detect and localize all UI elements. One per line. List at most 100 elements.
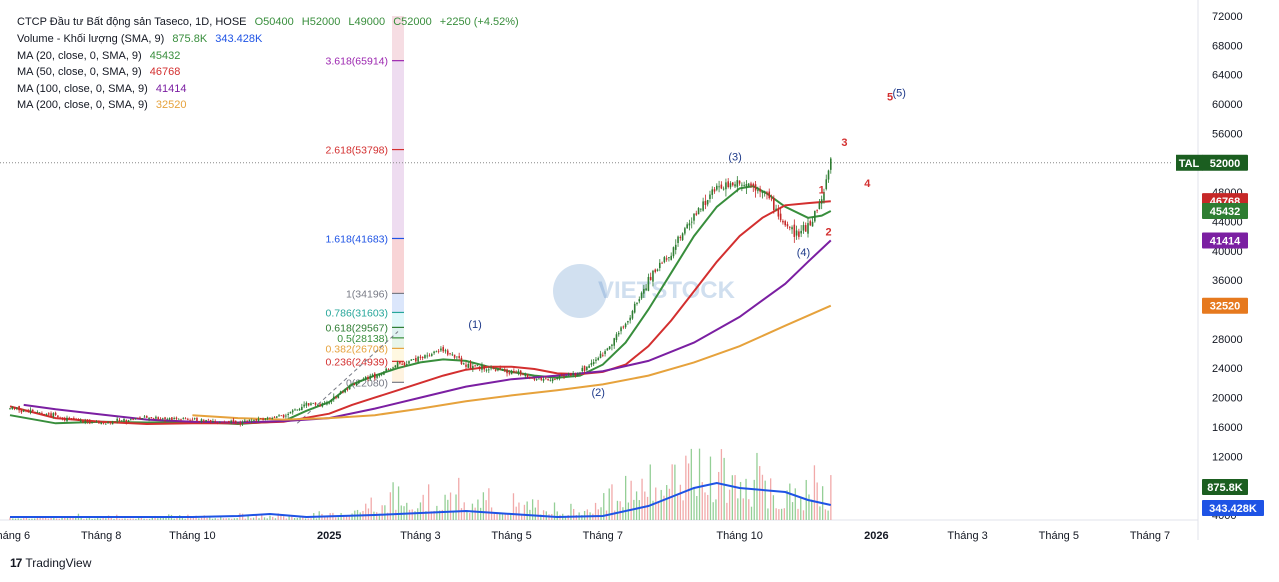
indicator-ma200[interactable]: MA (200, close, 0, SMA, 9) 32520 (17, 99, 187, 111)
candle-body (478, 366, 481, 370)
candle-body (82, 420, 84, 423)
candle-body (738, 180, 741, 184)
candle-body (510, 370, 513, 375)
candle-body (321, 403, 324, 407)
volume-bar (709, 456, 712, 520)
candle-body (166, 418, 169, 420)
volume-bar (433, 510, 435, 520)
candle-body (228, 420, 230, 423)
volume-bar (184, 518, 186, 520)
candle-body (460, 357, 463, 364)
volume-bar (66, 517, 69, 520)
indicator-value: 46768 (149, 66, 181, 78)
candle-body (606, 348, 609, 351)
candle-body (417, 356, 419, 362)
volume-bar (800, 498, 802, 520)
volume-bar (652, 500, 654, 520)
volume-bar (671, 464, 673, 520)
candle-body (736, 180, 739, 187)
candle-body (296, 409, 299, 411)
candle-body (328, 402, 330, 404)
candle-body (369, 375, 372, 379)
volume-bar (611, 484, 613, 520)
candle-body (45, 413, 48, 416)
volume-bar (217, 518, 219, 520)
candle-body (469, 362, 472, 369)
candle-body (275, 416, 278, 418)
volume-bar (113, 518, 115, 520)
candle-body (330, 399, 333, 402)
y-tick-label: 28000 (1212, 334, 1243, 346)
candle-body (449, 353, 451, 355)
volume-bar (417, 508, 419, 520)
volume-bar (376, 512, 378, 520)
candle-body (209, 420, 212, 423)
candle-body (351, 384, 353, 385)
candle-body (59, 417, 61, 419)
volume-bar (728, 489, 731, 520)
indicator-volume[interactable]: Volume - Khối lượng (SMA, 9) 875.8K 343.… (17, 33, 262, 45)
candle-body (266, 417, 269, 419)
volume-bar (263, 517, 266, 520)
candle-body (782, 220, 784, 223)
volume-bar (159, 516, 162, 520)
wave-label: (5) (892, 88, 905, 100)
ma100-tag: 41414 (1210, 235, 1241, 247)
candle-body (305, 402, 308, 406)
volume-bar (696, 496, 698, 520)
volume-bar (211, 518, 214, 520)
indicator-ma20[interactable]: MA (20, close, 0, SMA, 9) 45432 (17, 50, 180, 62)
candle-body (155, 416, 157, 419)
candle-body (795, 230, 798, 236)
candle-body (68, 417, 71, 419)
indicator-ma100[interactable]: MA (100, close, 0, SMA, 9) 41414 (17, 83, 187, 95)
volume-bar (668, 488, 671, 520)
candle-body (490, 367, 492, 369)
volume-bar (214, 518, 216, 520)
candle-body (761, 191, 764, 194)
candle-body (433, 351, 435, 354)
candle-body (633, 303, 636, 313)
volume-bar (324, 516, 326, 520)
candle-body (362, 378, 365, 381)
candle-body (148, 417, 150, 420)
candle-body (89, 420, 91, 424)
ma100-tag-bg (1202, 232, 1248, 249)
candle-body (652, 270, 654, 282)
volume-bar (110, 518, 112, 520)
volume-bar (540, 514, 542, 520)
volume-bar (17, 518, 19, 520)
indicator-ma50[interactable]: MA (50, close, 0, SMA, 9) 46768 (17, 66, 180, 78)
fib-band (392, 312, 404, 328)
candle-body (291, 410, 294, 413)
candle-body (383, 371, 385, 375)
volume-bar (86, 518, 88, 520)
tradingview-logo[interactable]: 17 TradingView (10, 556, 91, 570)
volume-bar (537, 499, 539, 520)
volume-bar (428, 484, 430, 520)
volume-bar (343, 516, 345, 520)
candle-body (16, 407, 18, 409)
candle-body (492, 367, 495, 369)
candle-body (50, 413, 52, 417)
indicator-label: MA (100, close, 0, SMA, 9) (17, 83, 148, 95)
ma-line-ma200 (192, 304, 832, 421)
candle-body (319, 404, 321, 407)
candle-body (501, 368, 504, 370)
candle-body (775, 208, 777, 211)
volume-bar (181, 516, 184, 520)
volume-bar (808, 494, 810, 520)
candle-body (551, 378, 554, 382)
candle-body (405, 364, 408, 366)
volume-bar (291, 515, 293, 520)
volume-bar (685, 455, 687, 520)
candle-body (643, 288, 645, 294)
candle-body (827, 170, 830, 180)
volume-bar (458, 477, 460, 520)
candle-body (752, 183, 755, 186)
candle-body (13, 407, 16, 409)
candle-body (392, 367, 394, 369)
candle-body (620, 327, 622, 332)
candle-body (29, 409, 32, 414)
